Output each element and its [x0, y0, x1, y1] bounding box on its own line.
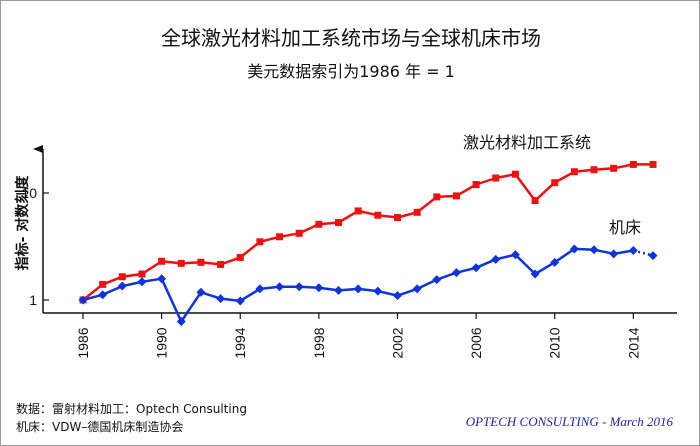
- data-point: [176, 316, 186, 326]
- source-line-1: 数据：雷射材料加工：Optech Consulting: [16, 401, 247, 416]
- y-tick-label: 10: [21, 185, 37, 201]
- data-point: [276, 233, 284, 241]
- data-point: [433, 193, 441, 201]
- data-point: [530, 269, 540, 279]
- credit-label: OPTECH CONSULTING - March 2016: [466, 414, 674, 429]
- x-tick-label: 2002: [389, 327, 405, 358]
- series-label-laser: 激光材料加工系统: [463, 133, 591, 152]
- series-layer: [78, 160, 658, 326]
- data-point: [393, 214, 401, 222]
- data-point: [649, 160, 657, 168]
- data-point: [138, 270, 146, 278]
- data-point: [531, 197, 539, 205]
- data-point: [334, 285, 344, 295]
- data-point: [413, 208, 421, 216]
- data-point: [569, 244, 579, 254]
- x-tick-label: 2006: [468, 327, 484, 358]
- data-point: [373, 286, 383, 296]
- data-point: [511, 170, 519, 178]
- data-point: [570, 168, 578, 176]
- x-tick-label: 1994: [232, 327, 248, 358]
- series-laser: [79, 160, 657, 304]
- data-point: [177, 259, 185, 267]
- data-point: [609, 249, 619, 259]
- data-point: [589, 245, 599, 255]
- series-machine-tools: [78, 244, 658, 326]
- data-point: [78, 295, 88, 305]
- data-point: [510, 250, 520, 260]
- data-point: [294, 282, 304, 292]
- x-tick-label: 1990: [154, 327, 170, 358]
- data-point: [491, 254, 501, 264]
- x-tick-label: 1986: [75, 327, 91, 358]
- data-point: [610, 164, 618, 172]
- data-point: [98, 290, 108, 300]
- data-point: [374, 211, 382, 219]
- data-point: [216, 294, 226, 304]
- data-point: [196, 287, 206, 297]
- data-point: [335, 219, 343, 227]
- data-point: [354, 207, 362, 215]
- series-line: [82, 163, 653, 301]
- x-tick-label: 2010: [547, 327, 563, 358]
- x-tick-label: 1998: [311, 327, 327, 358]
- data-point: [197, 258, 205, 266]
- data-point: [255, 284, 265, 294]
- data-point: [629, 160, 637, 168]
- data-point: [550, 257, 560, 267]
- data-point: [452, 192, 460, 200]
- data-point: [295, 229, 303, 237]
- chart-subtitle: 美元数据索引为1986 年 = 1: [247, 62, 455, 81]
- data-point: [432, 275, 442, 285]
- data-point: [118, 273, 126, 281]
- series-label-machine-tools: 机床: [609, 218, 641, 237]
- data-point: [235, 296, 245, 306]
- y-tick-label: 1: [29, 292, 37, 308]
- data-point: [451, 268, 461, 278]
- data-point: [117, 281, 127, 291]
- data-point: [236, 253, 244, 261]
- axes: [33, 145, 677, 314]
- y-axis-label: 指标- 对数刻度: [14, 175, 31, 271]
- data-point: [158, 257, 166, 265]
- data-point: [590, 166, 598, 174]
- data-point: [412, 284, 422, 294]
- data-point: [157, 274, 167, 284]
- data-point: [551, 179, 559, 187]
- data-point: [315, 220, 323, 228]
- y-axis-ticks: 1 10: [21, 185, 49, 308]
- data-point: [492, 174, 500, 182]
- data-point: [275, 282, 285, 292]
- data-point: [472, 181, 480, 189]
- data-point: [648, 251, 658, 261]
- x-tick-label: 2014: [625, 327, 641, 358]
- data-point: [314, 283, 324, 293]
- chart-title: 全球激光材料加工系统市场与全球机床市场: [161, 26, 541, 50]
- data-point: [217, 260, 225, 268]
- x-axis-ticks: 1986 1990 1994 1998 2002 2006 2010 2014: [75, 313, 641, 359]
- source-line-2: 机床：VDW–德国机床制造协会: [16, 419, 183, 434]
- data-point: [256, 238, 264, 246]
- data-point: [628, 246, 638, 256]
- data-point: [353, 284, 363, 294]
- data-point: [137, 277, 147, 287]
- data-point: [392, 291, 402, 301]
- data-point: [99, 280, 107, 288]
- data-point: [471, 263, 481, 273]
